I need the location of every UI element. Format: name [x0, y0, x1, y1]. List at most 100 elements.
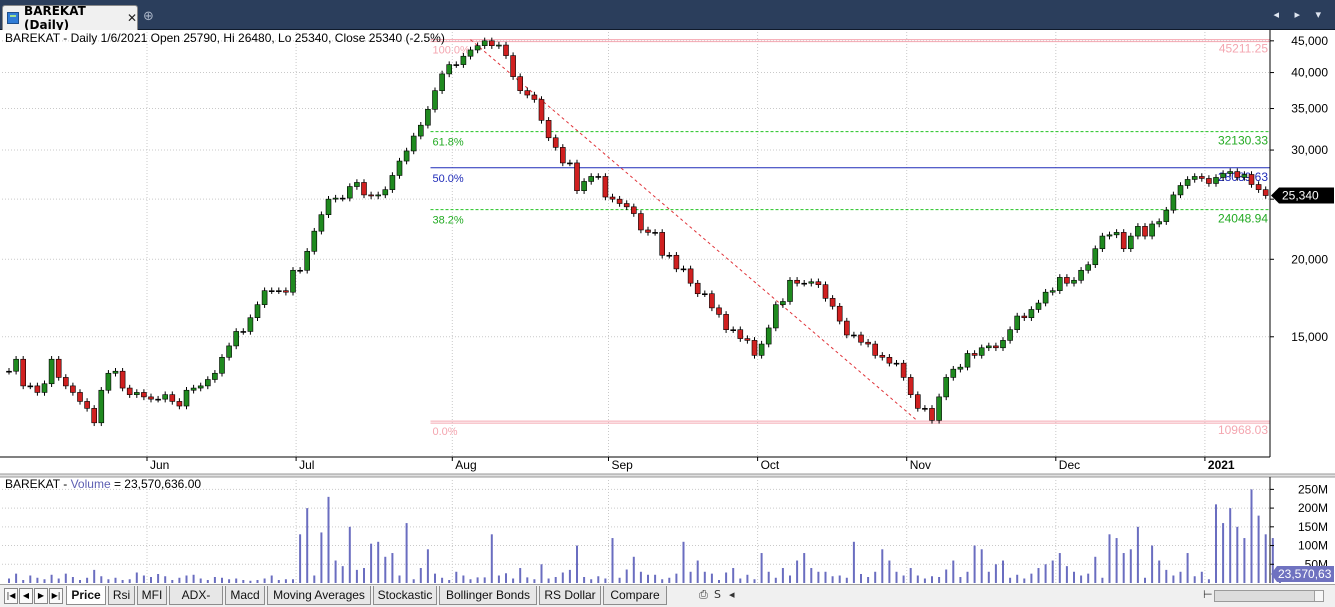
candle-body [268, 290, 275, 292]
candle-body [1085, 264, 1091, 271]
candle-body [914, 394, 921, 409]
candle-body [744, 338, 751, 341]
candle-body [197, 385, 204, 389]
candle-body [808, 281, 815, 284]
candle-body [780, 301, 786, 305]
fib-ratio-label: 50.0% [433, 173, 464, 185]
tab-stockastic[interactable]: Stockastic [373, 586, 437, 605]
candle-body [1135, 226, 1141, 237]
volume-header-sep: - [60, 477, 71, 491]
candle-body [84, 401, 90, 409]
candle-body [673, 254, 680, 270]
candle-body [567, 162, 573, 165]
fibonacci-retracement[interactable]: 100.0%45211.2561.8%32130.3350.0%28089.63… [430, 39, 1271, 439]
candle-body [169, 394, 176, 402]
candle-body [758, 343, 765, 356]
candle-body [836, 305, 843, 322]
prev-sheet-button[interactable]: ◀ [19, 588, 33, 604]
tab-rsi[interactable]: Rsi [108, 586, 135, 605]
candle-body [34, 385, 41, 393]
candle-body [1049, 290, 1056, 293]
candle-body [1227, 171, 1233, 174]
chart-window-tab[interactable]: BAREKAT (Daily) ✕ [2, 4, 138, 32]
candle-body [467, 49, 474, 57]
candle-body [1128, 235, 1134, 250]
candle-body [1220, 173, 1226, 178]
candle-body [1035, 302, 1042, 310]
price-volume-chart[interactable]: 100.0%45211.2561.8%32130.3350.0%28089.63… [0, 30, 1335, 584]
candle-body [460, 55, 467, 65]
tab-bollinger-bonds[interactable]: Bollinger Bonds [439, 586, 537, 605]
candle-body [1177, 185, 1184, 196]
candle-body [645, 229, 651, 233]
next-sheet-button[interactable]: ▶ [34, 588, 48, 604]
candle-body [602, 176, 609, 198]
candle-body [765, 327, 772, 345]
tab-adx-sar[interactable]: ADX-SAR [169, 586, 223, 607]
trendline[interactable] [470, 39, 919, 422]
horizontal-scrollbar[interactable] [1214, 590, 1324, 602]
candle-body [41, 383, 48, 393]
price-axis-label: 30,000 [1291, 143, 1328, 157]
candle-body [886, 356, 893, 364]
candle-body [70, 385, 76, 393]
first-sheet-button[interactable]: |◀ [4, 588, 18, 604]
candle-body [1106, 234, 1113, 237]
style-icon[interactable]: S [714, 588, 721, 601]
candle-body [751, 340, 758, 356]
candle-body [496, 44, 502, 47]
candle-body [219, 356, 225, 374]
window-titlebar: BAREKAT (Daily) ✕ ⊕ ◂ ▸ ▾ [0, 0, 1335, 32]
tab-price[interactable]: Price [66, 586, 106, 605]
candle-body [162, 394, 168, 400]
candle-body [1241, 174, 1248, 178]
candle-body [141, 392, 147, 398]
tab-macd[interactable]: Macd [225, 586, 265, 605]
candle-body [212, 372, 218, 380]
last-sheet-button[interactable]: ▶| [49, 588, 63, 604]
candle-body [971, 353, 978, 356]
tab-rs-dollar[interactable]: RS Dollar [539, 586, 601, 605]
fib-ratio-label: 38.2% [433, 215, 464, 227]
candle-body [389, 175, 396, 190]
candle-body [481, 40, 488, 46]
pane-frames [0, 30, 1335, 583]
tab-mfi[interactable]: MFI [137, 586, 167, 605]
chart-background [0, 30, 1335, 584]
scrollbar-thumb[interactable] [1215, 591, 1315, 601]
candle-body [1028, 309, 1035, 319]
candle-body [1120, 232, 1127, 250]
volume-pane-header: BAREKAT - Volume = 23,570,636.00 [5, 477, 201, 491]
candle-body [105, 372, 112, 391]
candle-body [368, 194, 374, 197]
close-icon[interactable]: ✕ [126, 11, 137, 25]
price-axis-label: 45,000 [1291, 34, 1328, 48]
candle-body [432, 90, 438, 110]
candle-body [48, 358, 55, 385]
tab-moving-averages[interactable]: Moving Averages [267, 586, 371, 605]
candle-body [595, 176, 602, 178]
candle-body [552, 137, 559, 148]
candle-body [134, 392, 140, 395]
window-nav-arrows[interactable]: ◂ ▸ ▾ [1273, 8, 1327, 21]
candle-body [55, 358, 62, 378]
candle-body [488, 40, 495, 46]
candle-body [1234, 171, 1241, 178]
scroll-left-icon[interactable]: ◂ [729, 588, 735, 601]
candle-body [730, 329, 737, 331]
candle-body [176, 401, 183, 407]
candle-body [361, 182, 367, 196]
candle-body [666, 254, 673, 257]
candle-body [815, 281, 822, 285]
fib-ratio-label: 61.8% [433, 137, 464, 149]
splitter-icon[interactable]: ⊢ [1203, 588, 1213, 601]
candle-body [403, 150, 410, 162]
new-tab-icon[interactable]: ⊕ [143, 9, 154, 24]
print-icon[interactable]: ⎙ [699, 588, 708, 601]
candle-body [1064, 277, 1070, 284]
tab-compare[interactable]: Compare [603, 586, 667, 605]
candle-body [98, 389, 105, 424]
volume-axis-label: 200M [1298, 501, 1328, 515]
candle-body [1000, 340, 1006, 349]
candle-body [900, 362, 907, 378]
